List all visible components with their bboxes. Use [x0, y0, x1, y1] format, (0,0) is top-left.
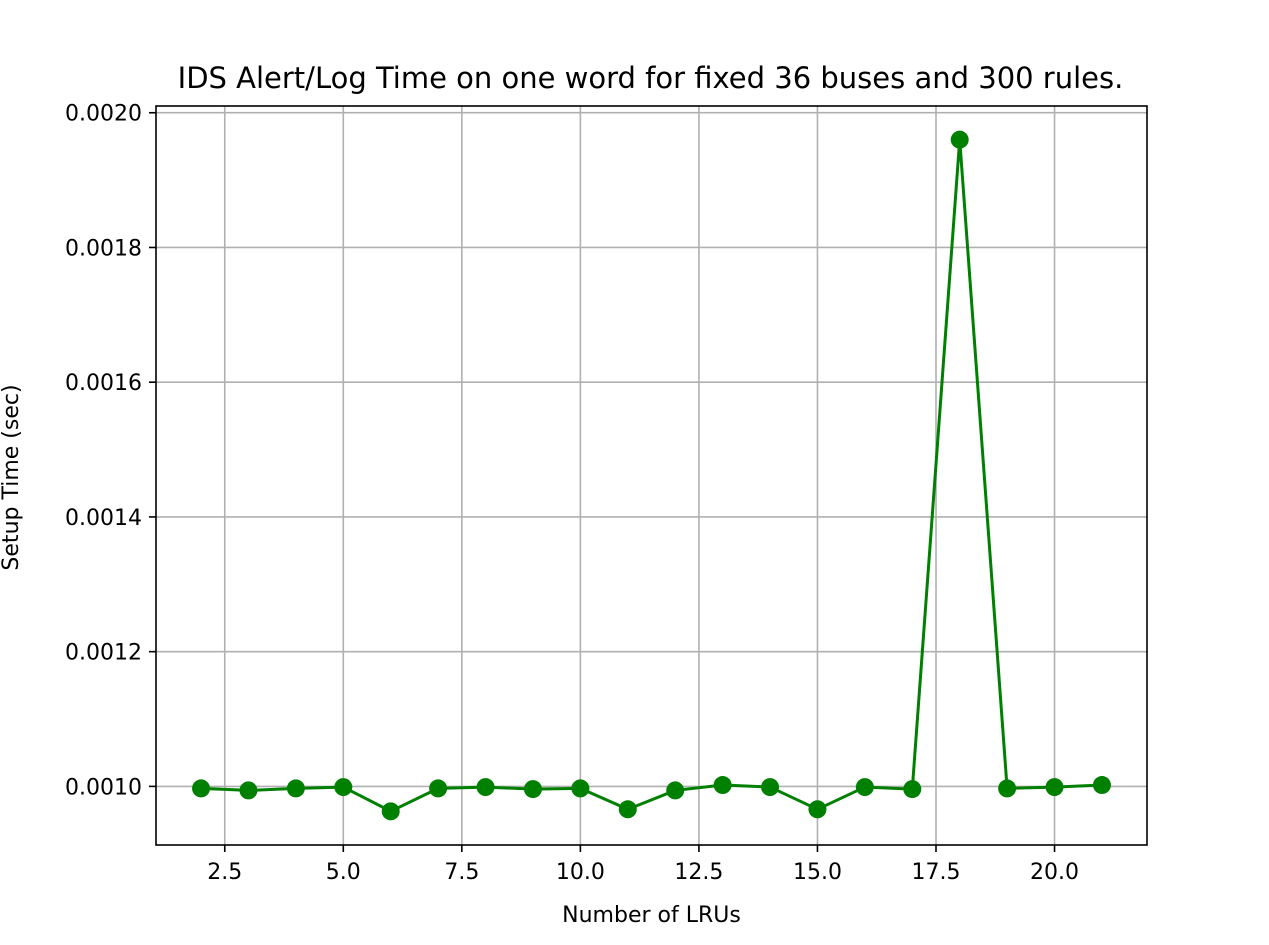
data-point-marker — [523, 780, 542, 799]
data-point-marker — [1045, 778, 1064, 797]
data-point-marker — [666, 781, 685, 800]
x-axis-label: Number of LRUs — [562, 903, 741, 928]
series-layer — [192, 130, 1111, 821]
data-point-marker — [381, 802, 400, 821]
x-tick-label: 7.5 — [444, 860, 479, 885]
data-point-marker — [1092, 776, 1111, 795]
y-tick-label: 0.0014 — [65, 506, 142, 531]
x-tick-label: 15.0 — [793, 860, 842, 885]
x-tick-label: 17.5 — [912, 860, 961, 885]
data-point-marker — [713, 776, 732, 795]
data-point-marker — [998, 779, 1017, 798]
data-point-marker — [950, 130, 969, 149]
data-point-marker — [429, 779, 448, 798]
x-tick-label: 12.5 — [674, 860, 723, 885]
x-tick-label: 20.0 — [1030, 860, 1079, 885]
plot-area-frame — [155, 105, 1148, 846]
data-point-marker — [334, 778, 353, 797]
grid-layer — [156, 106, 1147, 845]
y-tick-label: 0.0010 — [65, 775, 142, 800]
x-tick-label: 10.0 — [556, 860, 605, 885]
data-point-marker — [239, 781, 258, 800]
y-tick-label: 0.0018 — [65, 236, 142, 261]
data-point-marker — [476, 778, 495, 797]
series-line — [200, 138, 1103, 813]
y-tick-label: 0.0012 — [65, 641, 142, 666]
tick-layer: 2.5 5.0 7.5 10.0 12.5 15.0 17.5 20.0 0.0010 0.001… — [65, 102, 1079, 885]
y-axis-label: Setup Time (sec) — [0, 384, 24, 570]
x-tick-label: 2.5 — [207, 860, 242, 885]
data-point-marker — [618, 800, 637, 819]
chart-title: IDS Alert/Log Time on one word for fixed… — [178, 61, 1124, 95]
data-point-marker — [855, 778, 874, 797]
data-point-marker — [761, 778, 780, 797]
data-point-marker — [571, 779, 590, 798]
data-point-marker — [192, 779, 211, 798]
y-tick-label: 0.0016 — [65, 371, 142, 396]
data-point-marker — [808, 800, 827, 819]
x-tick-label: 5.0 — [326, 860, 361, 885]
data-point-marker — [286, 779, 305, 798]
data-point-marker — [903, 780, 922, 799]
y-tick-label: 0.0020 — [65, 102, 142, 127]
